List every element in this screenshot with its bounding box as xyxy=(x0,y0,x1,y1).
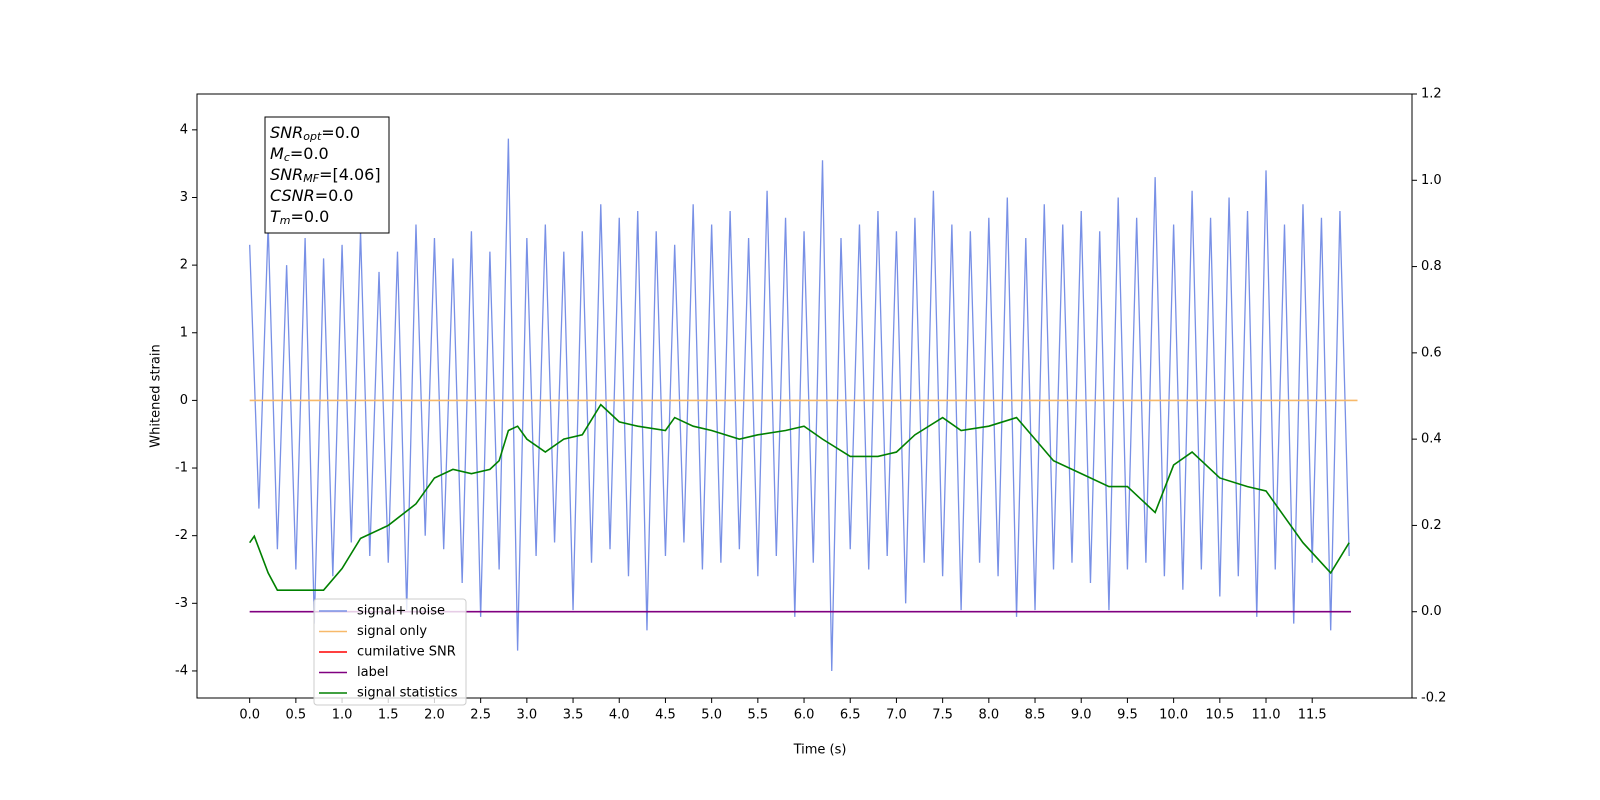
y2-tick-label: 0.6 xyxy=(1421,345,1442,360)
y2-tick-label: 0.0 xyxy=(1421,604,1442,619)
x-tick-label: 7.0 xyxy=(886,708,907,723)
annotation-main: SNR xyxy=(270,165,303,184)
x-tick-label: 6.0 xyxy=(794,708,815,723)
y2-tick-label: 1.2 xyxy=(1421,87,1442,102)
annotation-line: Mc=0.0 xyxy=(270,144,329,165)
y-tick-label: 3 xyxy=(180,190,188,205)
y-tick-label: 0 xyxy=(180,393,188,408)
x-tick-label: 5.5 xyxy=(747,708,768,723)
x-axis-label: Time (s) xyxy=(793,743,847,758)
annotation-sub: m xyxy=(280,214,291,227)
x-tick-label: 1.5 xyxy=(378,708,399,723)
y-axis-label: Whitened strain xyxy=(149,344,164,447)
x-tick-label: 4.0 xyxy=(609,708,630,723)
x-tick-label: 7.5 xyxy=(932,708,953,723)
x-tick-label: 3.5 xyxy=(563,708,584,723)
annotation-sub: MF xyxy=(303,172,319,185)
x-tick-label: 8.0 xyxy=(978,708,999,723)
legend-label: cumilative SNR xyxy=(357,645,456,660)
y-tick-label: -3 xyxy=(175,596,188,611)
x-tick-label: 11.5 xyxy=(1298,708,1327,723)
annotation-main: T xyxy=(270,207,281,226)
annotation-main: CSNR xyxy=(270,186,315,205)
y2-tick-label: -0.2 xyxy=(1421,691,1446,706)
y-tick-label: -4 xyxy=(175,663,188,678)
y-tick-label: 1 xyxy=(180,325,188,340)
x-tick-label: 2.0 xyxy=(424,708,445,723)
annotation-main: M xyxy=(270,144,284,163)
x-tick-label: 9.0 xyxy=(1071,708,1092,723)
x-tick-label: 0.5 xyxy=(286,708,307,723)
x-tick-label: 11.0 xyxy=(1252,708,1281,723)
y-tick-label: 2 xyxy=(180,258,188,273)
legend-label: signal statistics xyxy=(357,686,458,701)
annotation-line: Tm=0.0 xyxy=(270,207,329,228)
y2-tick-label: 1.0 xyxy=(1421,173,1442,188)
legend-label: signal only xyxy=(357,624,427,639)
annotation-sub: opt xyxy=(303,130,322,143)
legend-label: label xyxy=(357,665,388,680)
series-line xyxy=(249,138,1350,671)
x-tick-label: 9.5 xyxy=(1117,708,1138,723)
x-tick-label: 10.0 xyxy=(1159,708,1188,723)
y-tick-label: 4 xyxy=(180,122,188,137)
x-tick-label: 4.5 xyxy=(655,708,676,723)
x-tick-label: 10.5 xyxy=(1205,708,1234,723)
y2-tick-label: 0.8 xyxy=(1421,259,1442,274)
y-tick-label: -2 xyxy=(175,528,188,543)
x-tick-label: 6.5 xyxy=(840,708,861,723)
annotation-rest: =[4.06] xyxy=(319,165,381,184)
y2-tick-label: 0.2 xyxy=(1421,518,1442,533)
series-line xyxy=(249,403,1350,591)
legend-box xyxy=(313,598,467,706)
x-tick-label: 0.0 xyxy=(239,708,260,723)
annotation-line: CSNR=0.0 xyxy=(270,186,354,205)
x-tick-label: 8.5 xyxy=(1025,708,1046,723)
x-tick-label: 1.0 xyxy=(332,708,353,723)
annotation-main: SNR xyxy=(270,123,303,142)
x-tick-label: 3.0 xyxy=(517,708,538,723)
axes-frame xyxy=(196,93,1413,699)
x-tick-label: 2.5 xyxy=(470,708,491,723)
y-tick-label: -1 xyxy=(175,461,188,476)
annotation-sub: c xyxy=(284,151,290,164)
legend-label: signal+ noise xyxy=(357,604,445,619)
annotation: SNRopt=0.0Mc=0.0SNRMF=[4.06]CSNR=0.0Tm=0… xyxy=(264,116,390,234)
x-tick-label: 5.0 xyxy=(701,708,722,723)
y2-tick-label: 0.4 xyxy=(1421,432,1442,447)
annotation-rest: =0.0 xyxy=(315,186,354,205)
annotation-rest: =0.0 xyxy=(291,207,330,226)
annotation-line: SNRMF=[4.06] xyxy=(270,165,381,186)
annotation-line: SNRopt=0.0 xyxy=(270,123,360,144)
annotation-box xyxy=(264,116,390,234)
annotation-rest: =0.0 xyxy=(290,144,329,163)
legend: signal+ noise signal only cumilative SNR la… xyxy=(313,598,467,706)
annotation-rest: =0.0 xyxy=(321,123,360,142)
